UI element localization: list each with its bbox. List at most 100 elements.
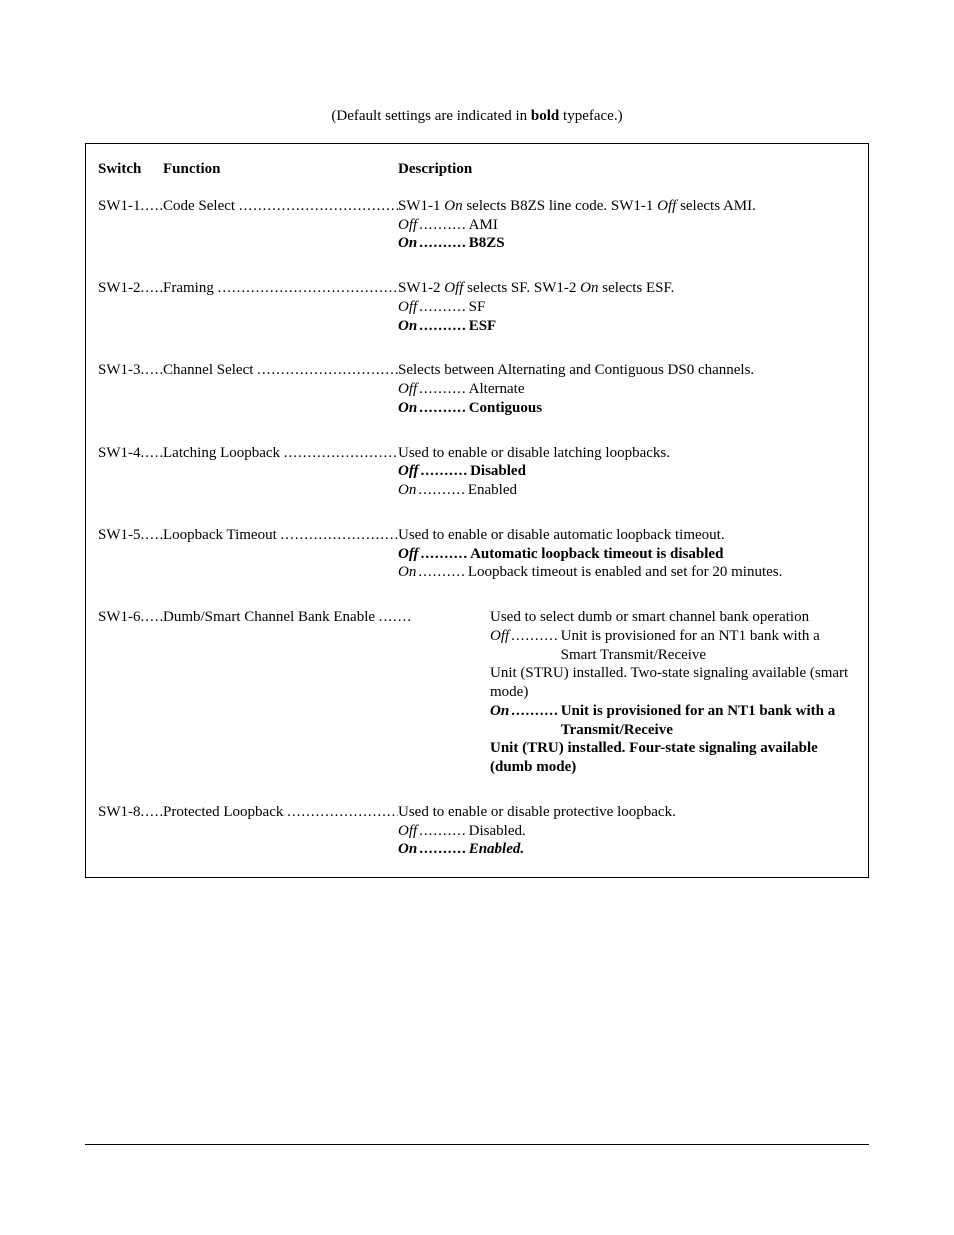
option-label: Off — [398, 216, 417, 235]
option-label: On — [398, 840, 417, 859]
caption-prefix: (Default settings are indicated in — [331, 108, 531, 124]
description-text: Off — [657, 198, 676, 214]
leader-dots: ................................. — [281, 527, 398, 543]
switch-id-cell: SW1-6...... — [98, 608, 163, 627]
option-value: Alternate — [469, 380, 525, 399]
table-header-row: Switch Function Description — [98, 160, 856, 179]
option-value: Disabled — [470, 462, 526, 481]
leader-dots: ...... — [141, 527, 164, 543]
leader-dots: .......... — [417, 822, 469, 841]
option-row: Off.......... Automatic loopback timeout… — [98, 545, 856, 564]
description-cell: Used to select dumb or smart channel ban… — [490, 608, 856, 627]
option-value: Automatic loopback timeout is disabled — [470, 545, 723, 564]
function-cell: Channel Select .........................… — [163, 361, 398, 380]
switch-id-cell: SW1-3...... — [98, 361, 163, 380]
option-row: Off.......... Alternate — [98, 380, 856, 399]
function-name: Latching Loopback — [163, 445, 284, 461]
option-value: ESF — [469, 317, 497, 336]
option-label: Off — [398, 545, 419, 564]
description-cell: Selects between Alternating and Contiguo… — [398, 361, 856, 380]
switch-entry: SW1-5......Loopback Timeout ............… — [98, 526, 856, 582]
entry-top-row: SW1-8......Protected Loopback ..........… — [98, 803, 856, 822]
switch-id-cell: SW1-2...... — [98, 279, 163, 298]
option-value: Contiguous — [469, 399, 542, 418]
leader-dots: .......... — [417, 840, 469, 859]
option-label: Off — [398, 298, 417, 317]
switch-id: SW1-4 — [98, 445, 141, 461]
option-row: Off.......... SF — [98, 298, 856, 317]
leader-dots: ...... — [141, 445, 164, 461]
caption-suffix: typeface.) — [559, 108, 622, 124]
option-row: On.......... Unit is provisioned for an … — [98, 702, 856, 740]
option-row: Off.......... Disabled. — [98, 822, 856, 841]
description-text: Used to select dumb or smart channel ban… — [490, 609, 809, 625]
option-value: Enabled. — [469, 840, 524, 859]
option-row: Off.......... Disabled — [98, 462, 856, 481]
option-label: Off — [490, 627, 509, 646]
description-text: On — [444, 198, 462, 214]
switch-entry: SW1-1......Code Select .................… — [98, 197, 856, 253]
option-value: Disabled. — [469, 822, 526, 841]
leader-dots: .......... — [416, 563, 468, 582]
leader-dots: ........................................… — [218, 280, 398, 296]
description-text: Used to enable or disable latching loopb… — [398, 445, 670, 461]
switch-id-cell: SW1-1...... — [98, 197, 163, 216]
switch-id-cell: SW1-8...... — [98, 803, 163, 822]
option-row: On.......... B8ZS — [98, 234, 856, 253]
option-value: Unit is provisioned for an NT1 bank with… — [561, 627, 856, 665]
switch-id: SW1-8 — [98, 804, 141, 820]
switch-id: SW1-3 — [98, 362, 141, 378]
entry-top-row: SW1-5......Loopback Timeout ............… — [98, 526, 856, 545]
function-name: Protected Loopback — [163, 804, 287, 820]
leader-dots: .......... — [417, 234, 469, 253]
leader-dots: .......... — [509, 702, 561, 721]
leader-dots: ...... — [141, 198, 164, 214]
entry-top-row: SW1-6......Dumb/Smart Channel Bank Enabl… — [98, 608, 856, 627]
option-label: Off — [398, 462, 419, 481]
header-function: Function — [163, 160, 398, 179]
function-cell: Dumb/Smart Channel Bank Enable ....... — [163, 608, 490, 627]
leader-dots: ...... — [141, 804, 164, 820]
leader-dots: .......... — [417, 216, 469, 235]
switch-id-cell: SW1-5...... — [98, 526, 163, 545]
description-text: Off — [444, 280, 463, 296]
function-cell: Latching Loopback ......................… — [163, 444, 398, 463]
option-row: On.......... ESF — [98, 317, 856, 336]
function-name: Channel Select — [163, 362, 257, 378]
option-value: SF — [469, 298, 486, 317]
option-label: Off — [398, 380, 417, 399]
option-value: B8ZS — [469, 234, 505, 253]
option-row: Off.......... Unit is provisioned for an… — [98, 627, 856, 665]
header-description: Description — [398, 160, 856, 179]
switch-id: SW1-1 — [98, 198, 141, 214]
leader-dots: ........................................… — [239, 198, 398, 214]
option-row: On.......... Enabled — [98, 481, 856, 500]
option-label: On — [398, 399, 417, 418]
switch-entry: SW1-6......Dumb/Smart Channel Bank Enabl… — [98, 608, 856, 777]
leader-dots: .......... — [509, 627, 561, 646]
description-text: Selects between Alternating and Contiguo… — [398, 362, 754, 378]
option-label: On — [398, 234, 417, 253]
description-text: Used to enable or disable protective loo… — [398, 804, 676, 820]
entry-top-row: SW1-4......Latching Loopback ...........… — [98, 444, 856, 463]
description-text: SW1-2 — [398, 280, 444, 296]
switch-id-cell: SW1-4...... — [98, 444, 163, 463]
function-name: Loopback Timeout — [163, 527, 281, 543]
option-value: Unit is provisioned for an NT1 bank with… — [561, 702, 856, 740]
option-label: On — [398, 317, 417, 336]
description-text: selects SF. SW1-2 — [463, 280, 580, 296]
switch-entry: SW1-8......Protected Loopback ..........… — [98, 803, 856, 859]
switch-table: Switch Function Description SW1-1......C… — [85, 143, 869, 878]
switch-entry: SW1-2......Framing .....................… — [98, 279, 856, 335]
option-label: Off — [398, 822, 417, 841]
function-name: Framing — [163, 280, 218, 296]
description-cell: Used to enable or disable protective loo… — [398, 803, 856, 822]
leader-dots: ...... — [141, 362, 164, 378]
option-value: Enabled — [468, 481, 517, 500]
description-text: selects AMI. — [676, 198, 756, 214]
function-name: Dumb/Smart Channel Bank Enable — [163, 609, 379, 625]
option-row: Off.......... AMI — [98, 216, 856, 235]
header-switch: Switch — [98, 160, 163, 179]
description-text: SW1-1 — [398, 198, 444, 214]
caption: (Default settings are indicated in bold … — [85, 108, 869, 125]
